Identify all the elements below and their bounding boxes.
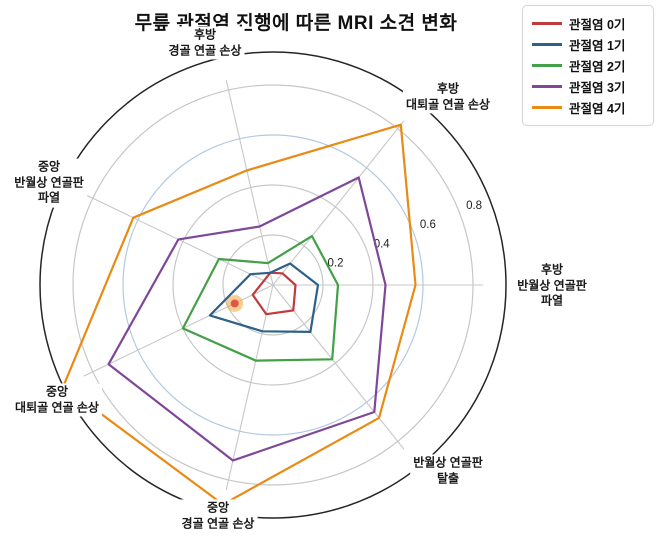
series-관절염 1기 [208, 262, 320, 333]
grid-spoke [272, 120, 405, 286]
legend-label: 관절염 3기 [569, 81, 626, 95]
r-tick-label: 0.8 [466, 200, 482, 212]
legend-label: 관절염 2기 [569, 60, 626, 74]
r-tick-label: 0.2 [328, 257, 344, 269]
grid-spoke [225, 284, 274, 490]
legend-line-swatch [532, 106, 562, 109]
legend-item-0: 관절염 0기 [532, 13, 644, 34]
axis-label-4: 중앙 대퇴골 연골 손상 [12, 383, 102, 417]
legend-label: 관절염 0기 [569, 18, 626, 32]
legend-line-swatch [532, 64, 562, 67]
series-관절염 4기 [62, 123, 417, 506]
legend-item-4: 관절염 4기 [532, 97, 644, 118]
axis-label-5: 중앙 경골 연골 손상 [178, 499, 258, 533]
outer-circle [39, 51, 507, 519]
legend-line-swatch [532, 43, 562, 46]
series-관절염 3기 [107, 176, 387, 462]
highlight-marker-dot [230, 299, 239, 308]
axis-label-3: 중앙 반월상 연골판 파열 [11, 158, 87, 208]
legend-line-swatch [532, 22, 562, 25]
legend-label: 관절염 1기 [569, 39, 626, 53]
legend-item-2: 관절염 2기 [532, 55, 644, 76]
legend-line-swatch [532, 85, 562, 88]
grid-spoke [83, 284, 274, 377]
axis-label-0: 후방 반월상 연골판 파열 [514, 261, 590, 311]
series-관절염 0기 [251, 271, 297, 316]
legend-item-1: 관절염 1기 [532, 34, 644, 55]
series-관절염 2기 [181, 235, 340, 362]
axis-label-2: 후방 경골 연골 손상 [165, 26, 245, 60]
grid-spoke [225, 80, 274, 286]
axis-label-1: 후방 대퇴골 연골 손상 [403, 80, 493, 114]
legend-label: 관절염 4기 [569, 102, 626, 116]
legend-item-3: 관절염 3기 [532, 76, 644, 97]
r-tick-label: 0.4 [374, 238, 391, 250]
grid-spoke [272, 284, 405, 450]
r-tick-label: 0.6 [420, 219, 436, 231]
axis-label-6: 반월상 연골판 탈출 [410, 454, 486, 488]
